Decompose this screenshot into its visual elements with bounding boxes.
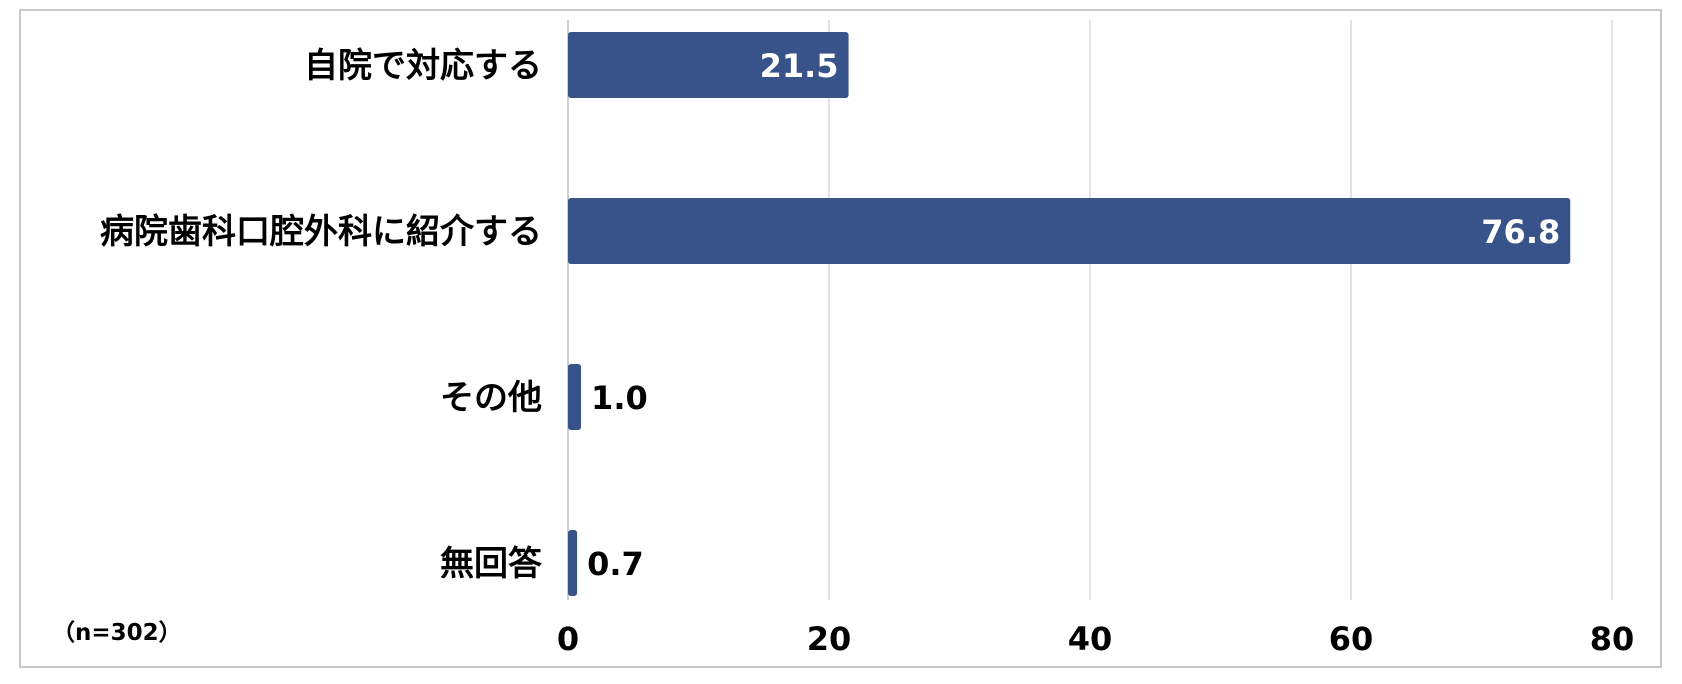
bar-4 <box>568 530 578 596</box>
chart-frame <box>19 9 1662 668</box>
value-label-4: 0.7 <box>587 545 644 583</box>
category-label-2: 病院歯科口腔外科に紹介する <box>100 212 542 252</box>
bars: 21.5 76.8 1.0 0.7 <box>568 32 1571 596</box>
x-tick-label-80: 80 <box>1590 620 1635 658</box>
bar-1 <box>568 32 849 98</box>
bar-3 <box>568 364 582 430</box>
sample-size-note: （n=302） <box>52 619 182 646</box>
bar-2 <box>568 198 1571 264</box>
x-axis-ticks: 0 20 40 60 80 <box>557 620 1634 658</box>
category-label-1: 自院で対応する <box>304 46 542 86</box>
x-tick-label-0: 0 <box>557 620 579 658</box>
gridlines <box>567 20 1613 600</box>
x-tick-label-60: 60 <box>1329 620 1374 658</box>
value-label-3: 1.0 <box>591 379 648 417</box>
x-tick-label-40: 40 <box>1068 620 1113 658</box>
x-tick-label-20: 20 <box>807 620 852 658</box>
value-label-1: 21.5 <box>760 47 839 85</box>
category-label-3: その他 <box>440 378 542 418</box>
category-label-4: 無回答 <box>440 544 543 584</box>
value-label-2: 76.8 <box>1481 213 1560 251</box>
